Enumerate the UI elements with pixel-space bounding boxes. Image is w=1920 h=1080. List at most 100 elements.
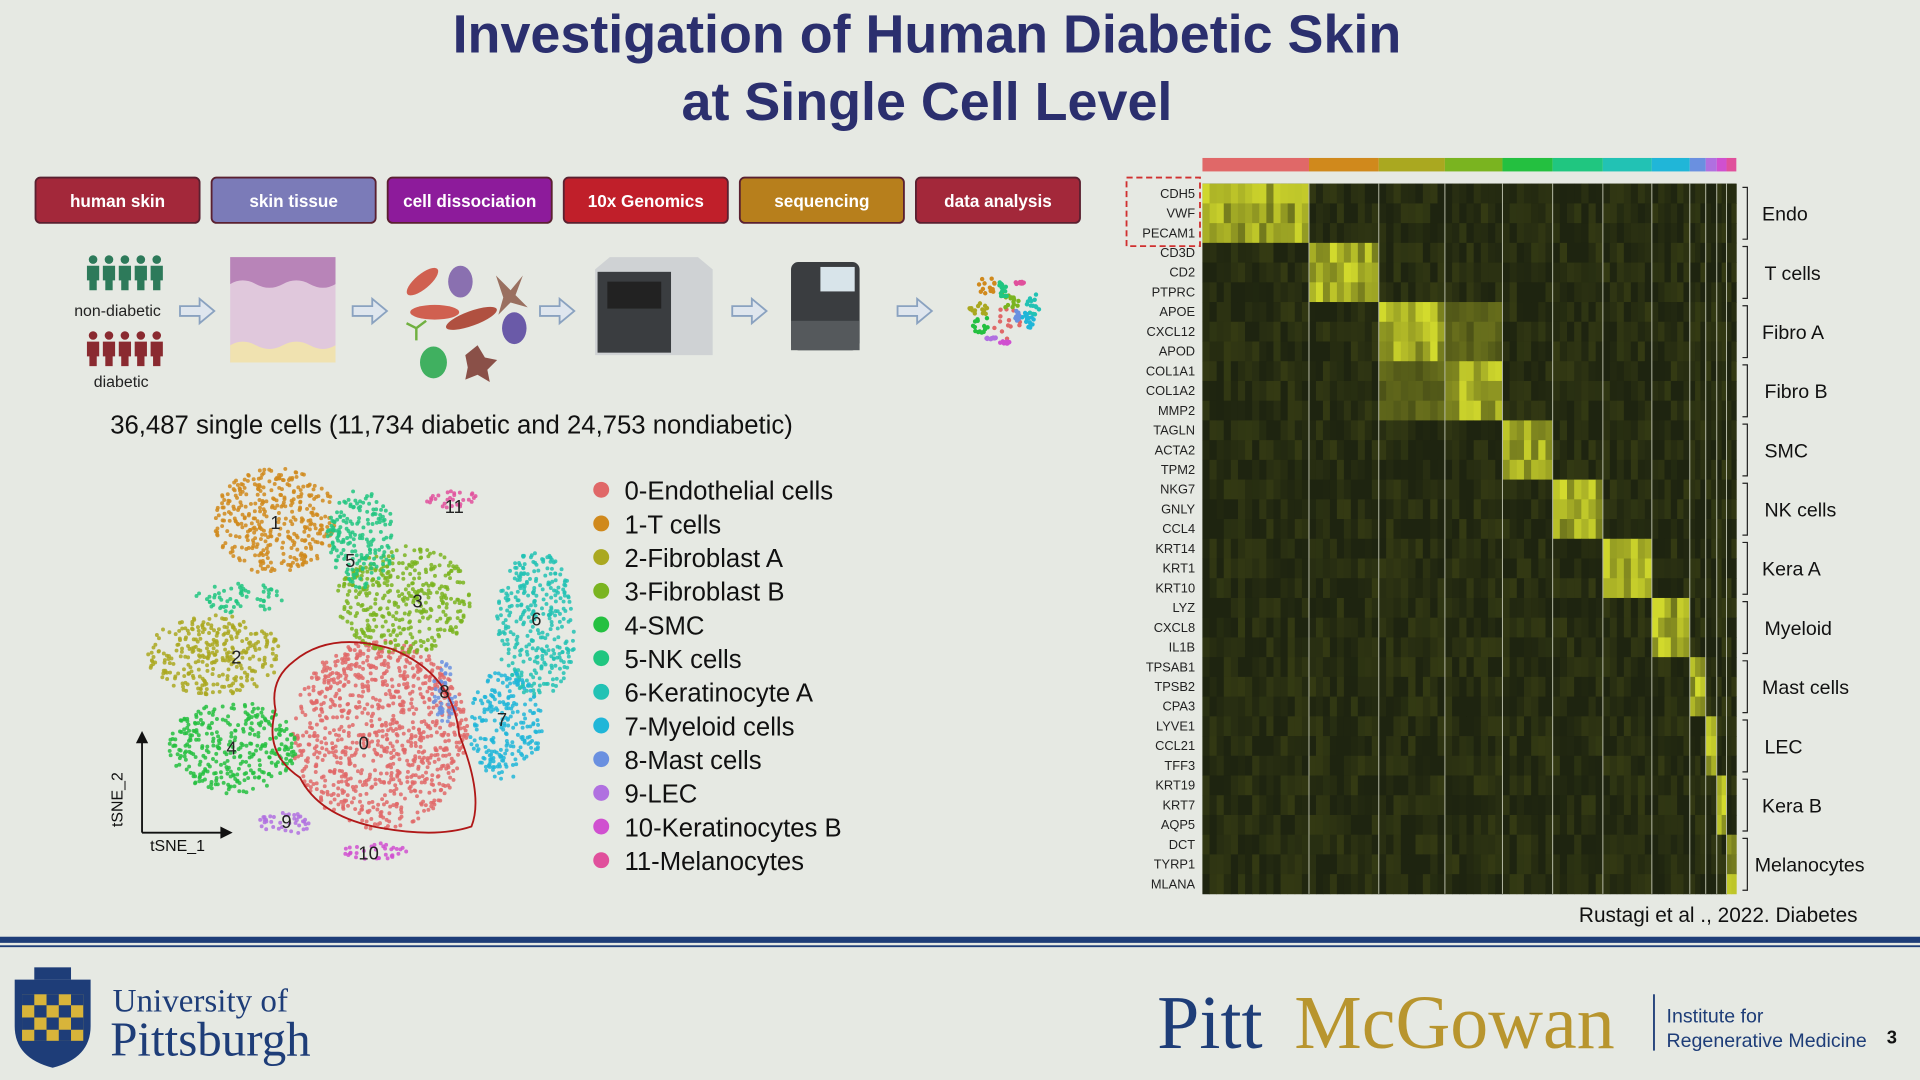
- heatmap-cell: [1502, 380, 1510, 402]
- tsne-point: [325, 534, 330, 539]
- tsne-point: [401, 576, 406, 581]
- mini-tsne-point: [1026, 324, 1031, 330]
- heatmap-cell: [1531, 302, 1539, 323]
- heatmap-cell: [1266, 499, 1274, 520]
- heatmap-cell: [1466, 302, 1475, 323]
- tsne-point: [428, 755, 433, 760]
- heatmap-cell: [1695, 341, 1701, 362]
- tsne-point: [342, 581, 347, 586]
- tsne-point: [358, 779, 363, 784]
- tsne-point: [380, 734, 385, 739]
- tsne-point: [406, 583, 411, 588]
- person-icon: [152, 331, 162, 340]
- tsne-point: [348, 761, 353, 766]
- tsne-point: [274, 735, 278, 740]
- heatmap-cell: [1459, 479, 1467, 500]
- heatmap-cell: [1495, 479, 1503, 500]
- tsne-point: [401, 747, 406, 752]
- tsne-point: [372, 556, 377, 561]
- heatmap-cell: [1444, 361, 1453, 382]
- tsne-point: [359, 771, 364, 776]
- heatmap-cell: [1386, 223, 1394, 244]
- heatmap-cell: [1658, 321, 1665, 342]
- tsne-point: [365, 509, 370, 514]
- heatmap-cell: [1336, 361, 1345, 382]
- heatmap-cell: [1523, 321, 1532, 342]
- tsne-point: [475, 743, 479, 748]
- tsne-point: [318, 523, 323, 528]
- tsne-point: [215, 630, 220, 635]
- tsne-point: [549, 595, 554, 600]
- tsne-point: [566, 648, 571, 653]
- heatmap-cell: [1329, 341, 1338, 362]
- tsne-point: [217, 746, 222, 751]
- heatmap-cell: [1408, 321, 1416, 342]
- tsne-point: [293, 470, 298, 475]
- tsne-point: [240, 684, 245, 689]
- tsne-point: [379, 507, 383, 512]
- heatmap-cell: [1602, 321, 1611, 342]
- heatmap-cell: [1329, 203, 1338, 224]
- heatmap-cell: [1637, 519, 1646, 540]
- heatmap-cell: [1609, 420, 1618, 441]
- tsne-point: [381, 671, 386, 676]
- tsne-point: [402, 611, 407, 616]
- tsne-point: [524, 688, 529, 693]
- heatmap-cell: [1531, 420, 1539, 441]
- tsne-point: [223, 718, 228, 723]
- heatmap-cell: [1658, 282, 1665, 303]
- heatmap-cell: [1437, 440, 1446, 461]
- heatmap-cell: [1473, 302, 1482, 323]
- tsne-point: [402, 682, 407, 687]
- heatmap-cell: [1531, 321, 1539, 342]
- heatmap-cell: [1437, 459, 1446, 480]
- tsne-point: [366, 521, 371, 526]
- heatmap-cell: [1357, 499, 1366, 520]
- heatmap-cell: [1252, 183, 1260, 204]
- cluster-number: 11: [445, 496, 464, 517]
- tsne-point: [430, 773, 435, 778]
- tsne-point: [210, 712, 215, 717]
- heatmap-cell: [1216, 183, 1225, 204]
- heatmap-cell: [1726, 400, 1732, 421]
- heatmap-cell: [1670, 420, 1678, 441]
- heatmap-cell: [1364, 479, 1373, 500]
- tsne-y-label: tSNE_2: [109, 772, 126, 827]
- tsne-point: [262, 726, 267, 731]
- tsne-point: [298, 488, 303, 492]
- tsne-point: [175, 752, 180, 757]
- tsne-point: [365, 679, 370, 684]
- tsne-point: [557, 666, 562, 671]
- heatmap-cell: [1393, 321, 1402, 342]
- heatmap-cell: [1644, 242, 1653, 263]
- heatmap-cell: [1670, 302, 1678, 323]
- heatmap-cell: [1731, 479, 1737, 500]
- tsne-point: [380, 675, 384, 680]
- heatmap-cell: [1726, 361, 1732, 382]
- heatmap-cell: [1651, 440, 1659, 461]
- heatmap-cell: [1559, 341, 1568, 362]
- heatmap-cell: [1252, 282, 1260, 303]
- tsne-point: [239, 741, 244, 746]
- heatmap-cell: [1559, 361, 1568, 382]
- tsne-point: [442, 675, 446, 680]
- cluster-bar: [1689, 157, 1706, 172]
- tsne-point: [251, 538, 255, 543]
- tsne-point: [237, 556, 242, 561]
- legend-label: 1-T cells: [624, 511, 721, 539]
- mini-tsne-point: [1008, 324, 1013, 329]
- heatmap-cell: [1509, 242, 1518, 263]
- tsne-point: [357, 635, 362, 640]
- heatmap-cell: [1452, 262, 1460, 283]
- tsne-point: [412, 788, 417, 793]
- mini-tsne-point: [980, 307, 985, 312]
- heatmap-cell: [1574, 341, 1582, 362]
- heatmap-cell: [1294, 361, 1303, 382]
- people-icons: [86, 255, 163, 367]
- tsne-point: [491, 756, 496, 760]
- heatmap-cell: [1266, 361, 1274, 382]
- heatmap-cell: [1216, 400, 1225, 421]
- tsne-point: [331, 728, 336, 733]
- tsne-point: [438, 552, 443, 557]
- tsne-point: [193, 720, 197, 725]
